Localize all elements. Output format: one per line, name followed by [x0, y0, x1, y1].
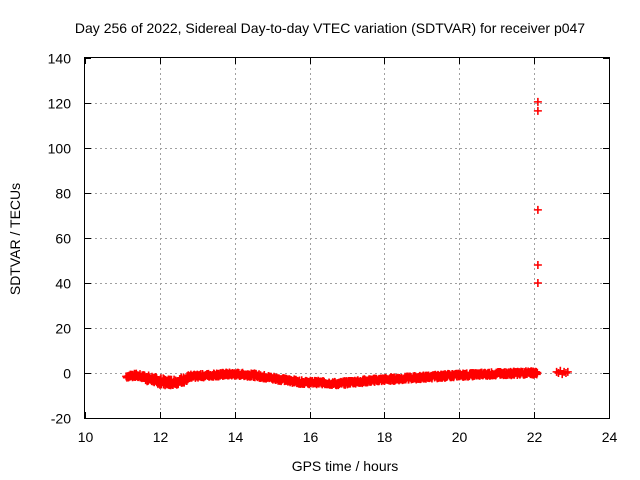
outlier-point [533, 279, 542, 287]
y-tick-label: 80 [55, 186, 71, 202]
x-tick-label: 20 [452, 429, 468, 445]
y-tick-label: -20 [51, 411, 71, 427]
x-tick-label: 18 [377, 429, 393, 445]
x-tick-label: 16 [303, 429, 319, 445]
x-tick-labels: 10 12 14 16 18 20 22 24 [78, 429, 618, 445]
y-tick-labels: -20 0 20 40 60 80 100 120 140 [48, 51, 72, 427]
x-tick-label: 10 [78, 429, 94, 445]
outlier-point [533, 261, 542, 269]
data-point [533, 368, 542, 377]
grid [85, 58, 609, 418]
data-point [563, 367, 572, 376]
outlier-point [533, 106, 542, 115]
axis-ticks [85, 58, 610, 419]
y-tick-label: 40 [55, 276, 71, 292]
y-tick-label: 0 [63, 366, 71, 382]
outlier-point [533, 205, 542, 214]
y-tick-label: 20 [55, 321, 71, 337]
chart-title: Day 256 of 2022, Sidereal Day-to-day VTE… [75, 20, 585, 36]
y-axis-label: SDTVAR / TECUs [7, 183, 23, 295]
data-points [122, 97, 572, 390]
x-axis-label: GPS time / hours [292, 458, 399, 474]
plot-frame [84, 57, 610, 419]
x-tick-label: 22 [527, 429, 543, 445]
y-tick-label: 60 [55, 231, 71, 247]
x-tick-label: 14 [228, 429, 244, 445]
x-tick-label: 12 [153, 429, 169, 445]
y-tick-label: 120 [48, 96, 72, 112]
y-tick-label: 140 [48, 51, 72, 67]
y-tick-label: 100 [48, 141, 72, 157]
outlier-point [533, 97, 542, 106]
x-tick-label: 24 [602, 429, 618, 445]
